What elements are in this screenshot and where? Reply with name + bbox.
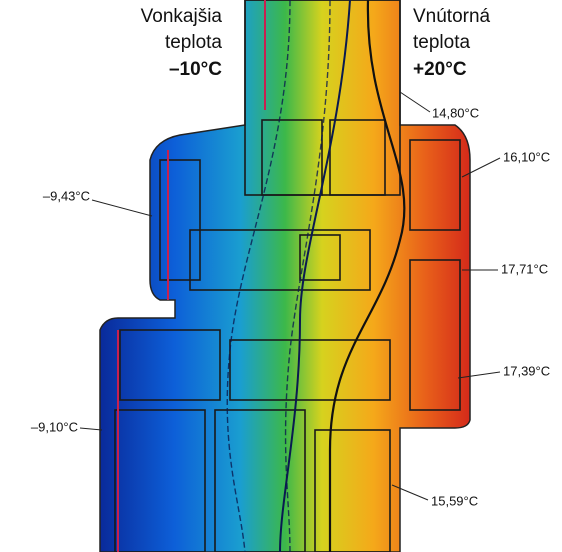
inside-label: +20°C [413, 59, 467, 80]
temperature-callout: 17,71°C [501, 261, 548, 276]
outside-label: Vonkajšia [141, 6, 223, 27]
temperature-callout: 15,59°C [431, 493, 478, 508]
inside-label: Vnútorná [413, 6, 491, 27]
inside-label: teplota [413, 32, 470, 53]
temperature-callout: 16,10°C [503, 149, 550, 164]
temperature-callout: 17,39°C [503, 363, 550, 378]
temperature-callout: 14,80°C [432, 105, 479, 120]
thermal-diagram: Vonkajšia teplota –10°C Vnútorná teplota +20°… [0, 0, 562, 552]
temperature-callout: –9,43°C [43, 188, 90, 203]
outside-label: teplota [165, 32, 222, 53]
outside-label: –10°C [169, 59, 222, 80]
temperature-callout: –9,10°C [31, 419, 78, 434]
